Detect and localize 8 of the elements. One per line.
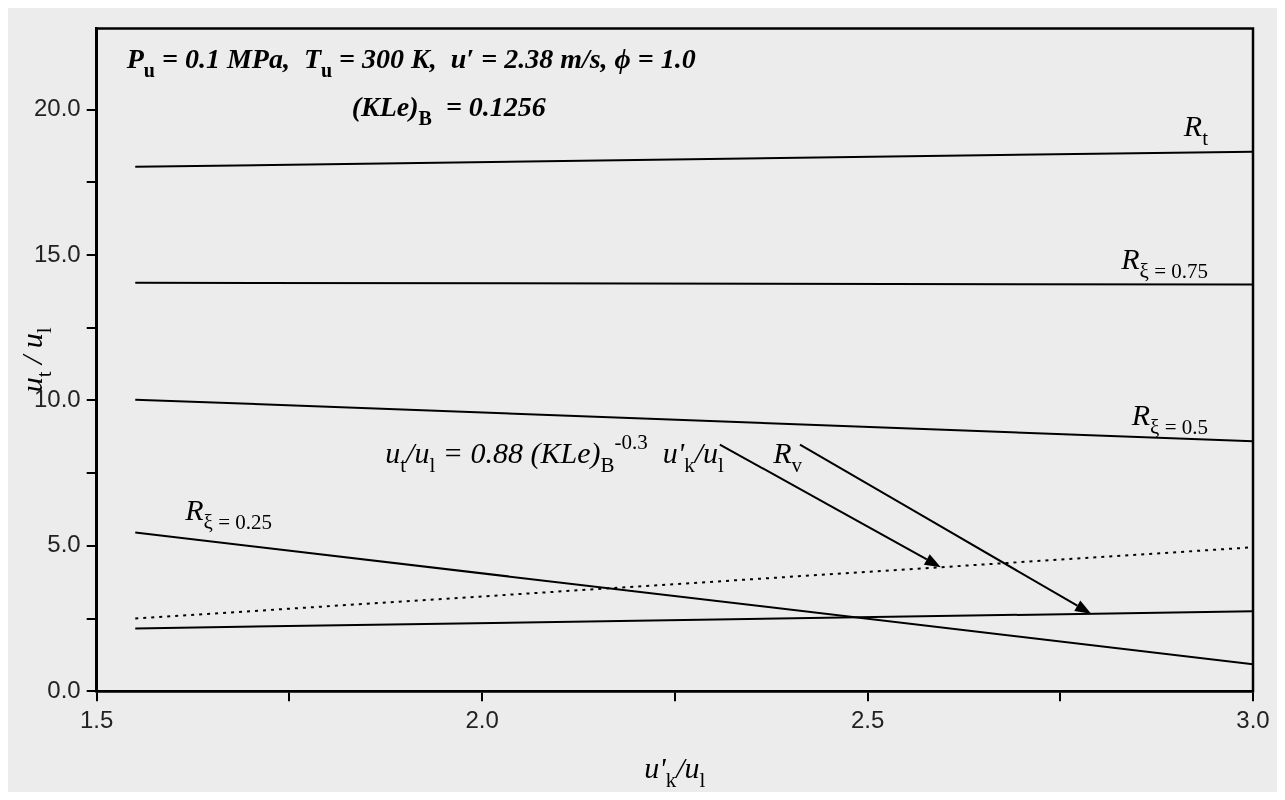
y-tick-label: 0.0 <box>47 675 81 703</box>
y-tick-label: 15.0 <box>33 239 81 267</box>
y-tick-label: 20.0 <box>33 94 81 122</box>
x-tick-label: 2.5 <box>850 706 885 734</box>
x-tick-label: 1.5 <box>80 706 114 734</box>
y-tick-label: 5.0 <box>47 530 81 558</box>
x-tick-label: 2.0 <box>465 706 499 734</box>
x-tick-label: 3.0 <box>1236 706 1270 734</box>
